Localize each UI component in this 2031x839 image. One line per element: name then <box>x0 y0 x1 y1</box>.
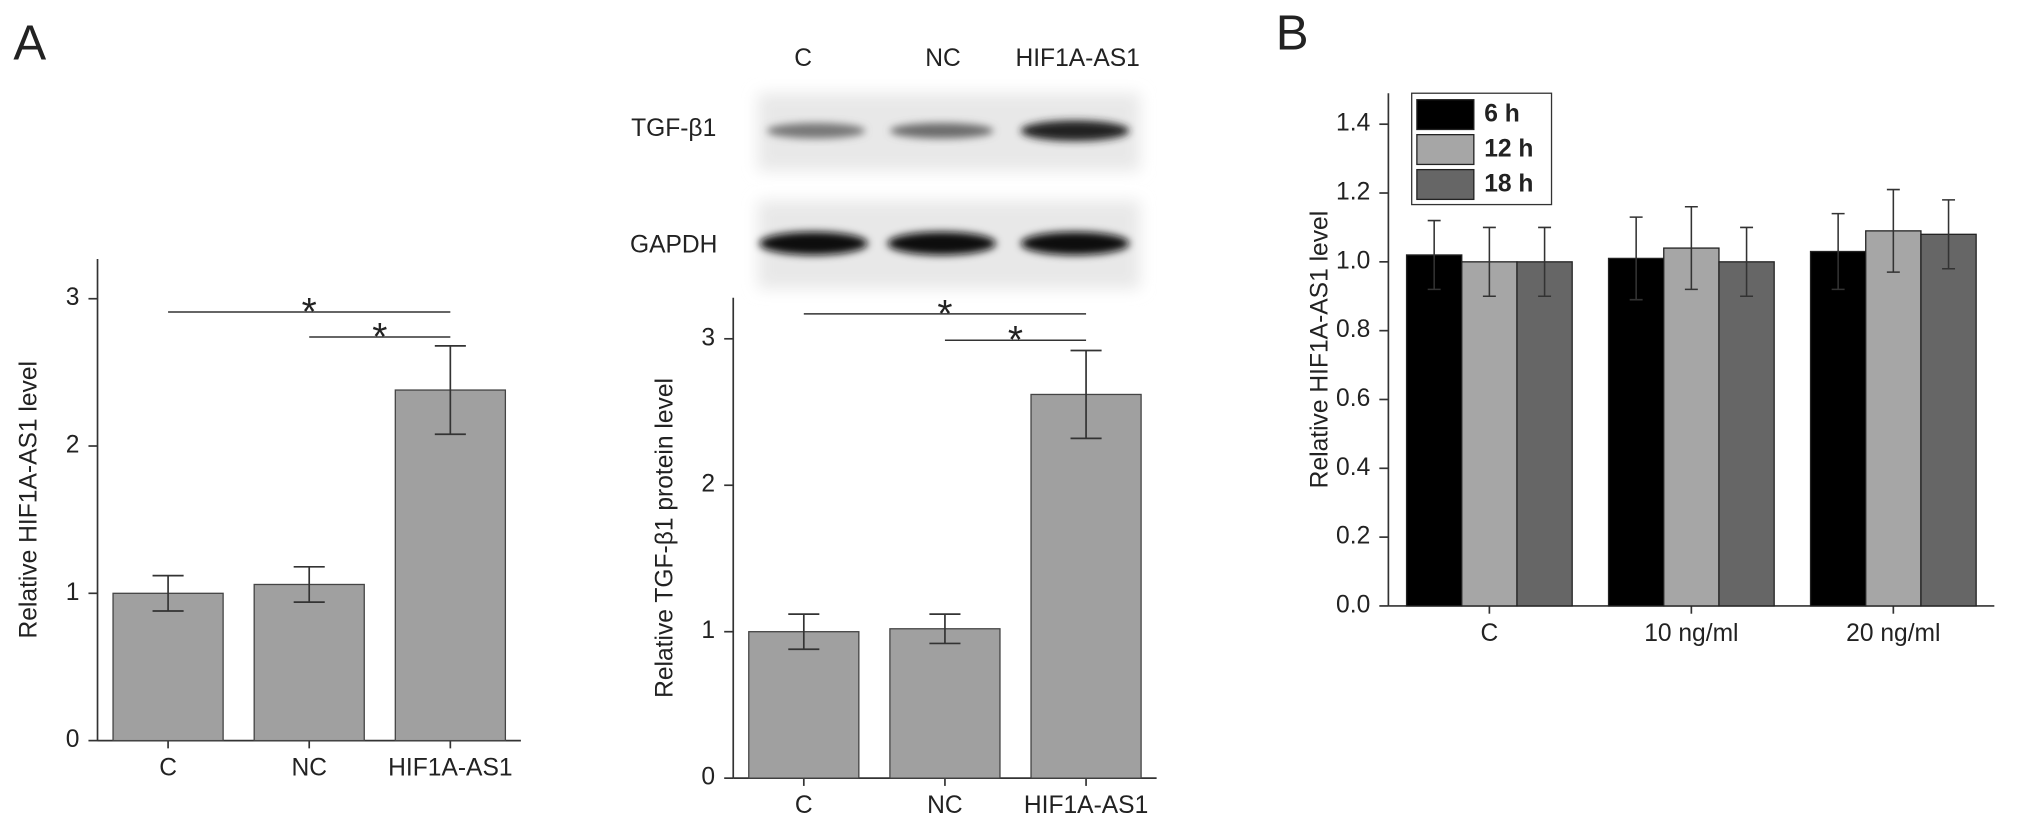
panel-label: A <box>13 16 46 71</box>
significance-label: * <box>372 316 387 359</box>
row-label: TGF-β1 <box>631 115 716 142</box>
bar <box>253 583 365 742</box>
y-tick-label: 1 <box>66 579 80 606</box>
y-tick-label: 0 <box>701 764 715 791</box>
blot-band <box>887 231 997 256</box>
legend-swatch <box>1416 134 1475 166</box>
lane-label: NC <box>925 45 961 72</box>
error-bar <box>1684 206 1698 291</box>
bar <box>1809 250 1867 607</box>
y-tick-label: 0.0 <box>1336 591 1370 618</box>
error-bar <box>293 565 325 603</box>
bar <box>889 628 1001 779</box>
panel-label: B <box>1276 5 1309 60</box>
lane-label: C <box>794 45 812 72</box>
blot-band <box>766 123 866 139</box>
y-axis-label: Relative HIF1A-AS1 level <box>16 361 43 638</box>
error-bar <box>1070 349 1102 440</box>
y-tick-label: 1.2 <box>1336 179 1370 206</box>
chart: 0.0 0.2 0.4 0.6 0.8 1.0 1.2 1.4 Relative HIF1A-A… <box>1307 92 1995 647</box>
y-tick-label: 0 <box>66 726 80 753</box>
error-bar <box>1942 199 1956 270</box>
western-blot: C NC HIF1A-AS1 TGF-β1 GAPDH <box>630 45 1140 289</box>
significance-label: * <box>302 291 317 334</box>
error-bar <box>1538 226 1552 298</box>
y-tick-label: 0.2 <box>1336 523 1370 550</box>
bar <box>1718 261 1775 607</box>
y-tick-label: 1.4 <box>1336 110 1370 137</box>
legend: 6 h 12 h 18 h <box>1411 92 1553 206</box>
significance-label: * <box>937 293 952 336</box>
chart: 0 1 2 3 Relative TGF-β1 protein level C NC HIF1… <box>651 293 1157 819</box>
legend-label: 12 h <box>1484 136 1533 163</box>
significance-label: * <box>1008 319 1023 362</box>
blot-band <box>889 123 994 139</box>
bar <box>748 631 860 779</box>
error-bar <box>788 613 820 651</box>
x-tick-label: C <box>159 755 177 782</box>
blot-band <box>759 231 868 256</box>
error-bar <box>1427 219 1441 291</box>
error-bar <box>1629 216 1643 301</box>
y-tick-label: 1 <box>701 617 715 644</box>
error-bar <box>434 345 466 436</box>
chart: 0 1 2 3 Relative HIF1A-AS1 level C NC HIF1A-AS1… <box>16 258 521 782</box>
y-axis-label: Relative HIF1A-AS1 level <box>1307 211 1334 488</box>
error-bar <box>929 613 961 645</box>
x-tick-label: 20 ng/ml <box>1846 620 1940 647</box>
blot-band <box>1020 120 1130 142</box>
bar <box>112 592 224 742</box>
x-tick-label: NC <box>927 792 963 819</box>
x-tick-label: HIF1A-AS1 <box>388 755 512 782</box>
bar <box>1030 393 1142 779</box>
legend-label: 6 h <box>1484 101 1520 128</box>
row-label: GAPDH <box>630 232 717 259</box>
y-axis-label: Relative TGF-β1 protein level <box>651 378 678 698</box>
bar <box>394 389 507 742</box>
x-tick-label: 10 ng/ml <box>1644 620 1738 647</box>
error-bar <box>152 574 184 612</box>
y-tick-label: 3 <box>66 284 80 311</box>
legend-label: 18 h <box>1484 171 1533 198</box>
y-tick-label: 3 <box>701 324 715 351</box>
bar <box>1405 254 1463 607</box>
x-tick-label: C <box>1480 620 1498 647</box>
lane-label: HIF1A-AS1 <box>1015 45 1139 72</box>
y-tick-label: 1.0 <box>1336 247 1370 274</box>
blot-band <box>1020 231 1130 256</box>
bar <box>1920 233 1977 607</box>
error-bar <box>1482 226 1496 298</box>
legend-swatch <box>1416 168 1475 201</box>
error-bar <box>1831 212 1845 291</box>
bar <box>1865 230 1922 607</box>
y-tick-label: 0.4 <box>1336 454 1370 481</box>
error-bar <box>1740 226 1754 298</box>
bar <box>1461 261 1518 607</box>
error-bar <box>1886 188 1900 273</box>
bar <box>1663 247 1720 607</box>
bar <box>1607 257 1665 607</box>
y-tick-label: 0.6 <box>1336 385 1370 412</box>
x-tick-label: NC <box>291 755 327 782</box>
y-tick-label: 2 <box>66 432 80 459</box>
x-tick-label: C <box>795 792 813 819</box>
legend-swatch <box>1416 99 1475 131</box>
x-tick-label: HIF1A-AS1 <box>1024 792 1148 819</box>
bar <box>1516 261 1573 607</box>
y-tick-label: 0.8 <box>1336 316 1370 343</box>
y-tick-label: 2 <box>701 471 715 498</box>
